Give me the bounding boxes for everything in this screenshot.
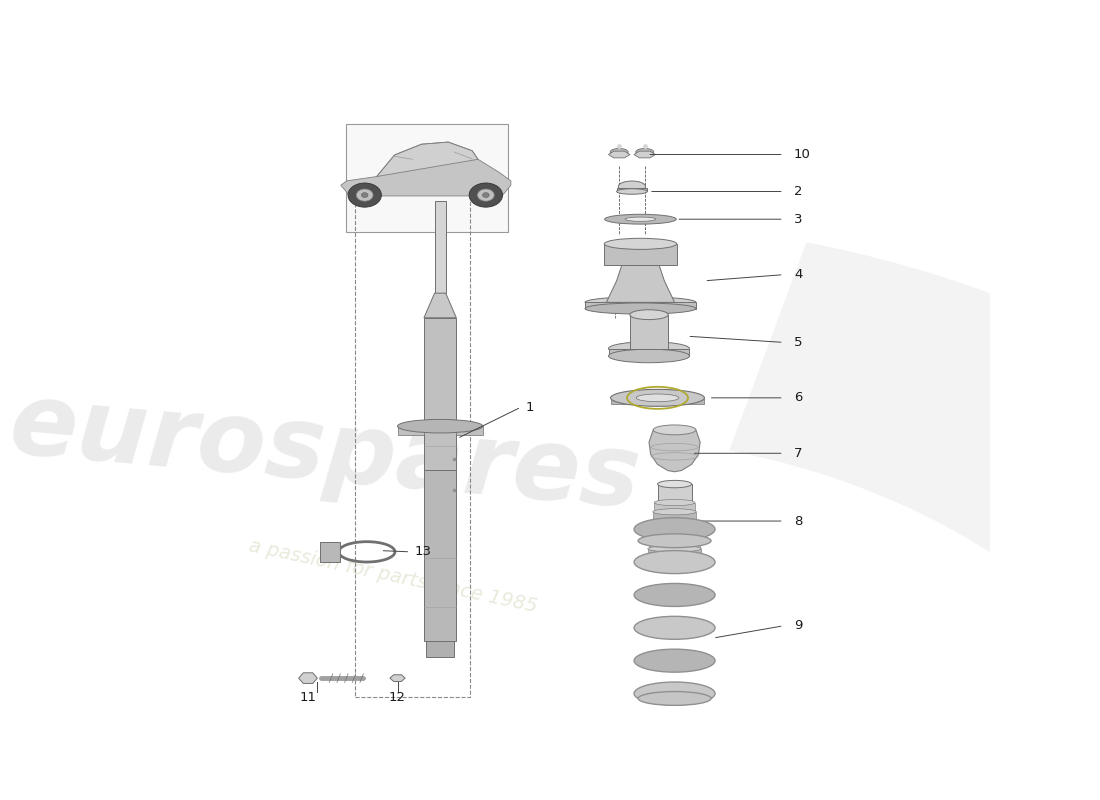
Circle shape bbox=[348, 183, 382, 207]
Polygon shape bbox=[604, 244, 676, 266]
Ellipse shape bbox=[638, 534, 711, 548]
Text: 2: 2 bbox=[794, 185, 802, 198]
Circle shape bbox=[477, 189, 494, 201]
Text: 8: 8 bbox=[794, 514, 802, 527]
Polygon shape bbox=[649, 430, 700, 472]
Ellipse shape bbox=[658, 480, 692, 488]
Ellipse shape bbox=[651, 518, 697, 524]
Polygon shape bbox=[434, 201, 446, 293]
Circle shape bbox=[356, 189, 373, 201]
Polygon shape bbox=[634, 151, 656, 158]
Ellipse shape bbox=[653, 425, 696, 435]
Ellipse shape bbox=[585, 303, 696, 314]
Bar bbox=[355, 191, 470, 697]
Ellipse shape bbox=[650, 527, 699, 534]
Polygon shape bbox=[729, 242, 1100, 778]
Text: 4: 4 bbox=[794, 268, 802, 281]
Ellipse shape bbox=[617, 189, 647, 194]
FancyBboxPatch shape bbox=[320, 542, 340, 562]
Circle shape bbox=[469, 183, 503, 207]
Text: a passion for parts since 1985: a passion for parts since 1985 bbox=[248, 537, 539, 616]
Polygon shape bbox=[606, 266, 674, 302]
Circle shape bbox=[361, 193, 368, 198]
Ellipse shape bbox=[634, 616, 715, 639]
Polygon shape bbox=[585, 302, 696, 309]
Text: 1: 1 bbox=[526, 401, 534, 414]
Ellipse shape bbox=[397, 419, 483, 433]
Ellipse shape bbox=[649, 537, 701, 542]
Ellipse shape bbox=[634, 583, 715, 606]
Text: 11: 11 bbox=[299, 690, 317, 704]
Ellipse shape bbox=[654, 499, 695, 506]
Polygon shape bbox=[652, 512, 696, 521]
Ellipse shape bbox=[634, 682, 715, 705]
Polygon shape bbox=[376, 142, 478, 177]
Polygon shape bbox=[389, 674, 405, 682]
Ellipse shape bbox=[648, 546, 702, 552]
Polygon shape bbox=[608, 349, 690, 356]
Text: 3: 3 bbox=[794, 213, 802, 226]
Ellipse shape bbox=[648, 554, 702, 562]
Text: 9: 9 bbox=[794, 619, 802, 632]
Ellipse shape bbox=[634, 649, 715, 672]
Text: 7: 7 bbox=[794, 446, 802, 460]
Polygon shape bbox=[654, 502, 695, 512]
Text: 5: 5 bbox=[794, 336, 802, 349]
Ellipse shape bbox=[605, 214, 676, 224]
Ellipse shape bbox=[638, 691, 711, 706]
Ellipse shape bbox=[610, 149, 628, 155]
Polygon shape bbox=[649, 539, 700, 549]
Ellipse shape bbox=[608, 349, 690, 362]
Ellipse shape bbox=[608, 342, 690, 355]
Polygon shape bbox=[427, 641, 454, 657]
Polygon shape bbox=[648, 549, 702, 558]
Ellipse shape bbox=[636, 149, 653, 155]
Polygon shape bbox=[298, 673, 318, 683]
Polygon shape bbox=[630, 314, 668, 349]
Polygon shape bbox=[650, 530, 699, 539]
Polygon shape bbox=[608, 151, 630, 158]
Ellipse shape bbox=[634, 518, 715, 541]
Polygon shape bbox=[341, 155, 510, 196]
Polygon shape bbox=[610, 398, 704, 404]
Text: eurospares: eurospares bbox=[6, 378, 645, 529]
Circle shape bbox=[483, 193, 490, 198]
Ellipse shape bbox=[630, 310, 668, 320]
Polygon shape bbox=[617, 188, 647, 191]
Bar bbox=[346, 124, 508, 231]
Ellipse shape bbox=[610, 390, 704, 406]
Polygon shape bbox=[658, 484, 692, 502]
Ellipse shape bbox=[634, 550, 715, 574]
Ellipse shape bbox=[604, 238, 676, 250]
Ellipse shape bbox=[625, 217, 656, 222]
Polygon shape bbox=[456, 426, 483, 435]
Ellipse shape bbox=[652, 509, 696, 515]
Polygon shape bbox=[424, 318, 456, 470]
Ellipse shape bbox=[618, 181, 646, 192]
Polygon shape bbox=[651, 521, 697, 530]
Polygon shape bbox=[397, 426, 424, 435]
Text: 6: 6 bbox=[794, 391, 802, 404]
Ellipse shape bbox=[636, 394, 679, 402]
Ellipse shape bbox=[585, 297, 696, 308]
Text: 12: 12 bbox=[389, 690, 406, 704]
Polygon shape bbox=[424, 293, 456, 318]
Text: 13: 13 bbox=[415, 546, 431, 558]
Text: 10: 10 bbox=[794, 148, 811, 161]
Polygon shape bbox=[424, 470, 456, 641]
